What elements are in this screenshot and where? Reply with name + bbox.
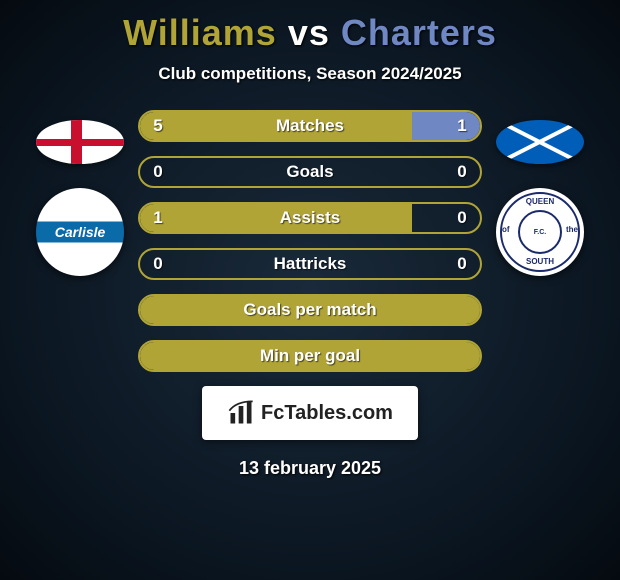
page-title: Williams vs Charters [0,12,620,54]
value-right: 0 [444,254,480,274]
club-right-right: the [566,226,578,234]
infographic-root: Williams vs Charters Club competitions, … [0,0,620,479]
carlisle-badge-icon: Carlisle [36,188,124,276]
club-right-left: of [502,226,510,234]
content-row: Carlisle 5Matches10Goals01Assists00Hattr… [0,110,620,372]
value-left: 1 [140,208,176,228]
club-right-bot: SOUTH [496,258,584,266]
right-column: QUEEN of the SOUTH F.C. [496,120,584,276]
stat-bar-matches: 5Matches1 [138,110,482,142]
england-flag-icon [36,120,124,164]
value-right: 0 [444,162,480,182]
value-left: 5 [140,116,176,136]
stat-label: Hattricks [176,254,444,274]
stats-bars-icon [227,399,255,427]
title-player-left: Williams [123,12,277,53]
club-right-inner: F.C. [518,210,562,254]
value-left: 0 [140,162,176,182]
club-right-inner-text: F.C. [534,229,546,236]
stat-label: Goals [176,162,444,182]
stat-bar-hattricks: 0Hattricks0 [138,248,482,280]
stat-bars: 5Matches10Goals01Assists00Hattricks0Goal… [138,110,482,372]
logo-text: FcTables.com [261,402,393,425]
queen-of-the-south-badge-icon: QUEEN of the SOUTH F.C. [496,188,584,276]
value-right: 0 [444,208,480,228]
stat-bar-min-per-goal: Min per goal [138,340,482,372]
title-player-right: Charters [341,12,497,53]
stat-label: Goals per match [176,300,444,320]
value-right: 1 [444,116,480,136]
fctables-logo: FcTables.com [202,386,418,440]
stat-label: Min per goal [176,346,444,366]
date-text: 13 february 2025 [0,458,620,479]
title-vs: vs [288,12,330,53]
stat-bar-goals: 0Goals0 [138,156,482,188]
stat-bar-assists: 1Assists0 [138,202,482,234]
club-right-top: QUEEN [496,198,584,206]
subtitle: Club competitions, Season 2024/2025 [0,64,620,84]
left-column: Carlisle [36,120,124,276]
scotland-flag-icon [496,120,584,164]
club-left-text: Carlisle [51,223,110,241]
value-left: 0 [140,254,176,274]
stat-label: Assists [176,208,444,228]
stat-bar-goals-per-match: Goals per match [138,294,482,326]
stat-label: Matches [176,116,444,136]
